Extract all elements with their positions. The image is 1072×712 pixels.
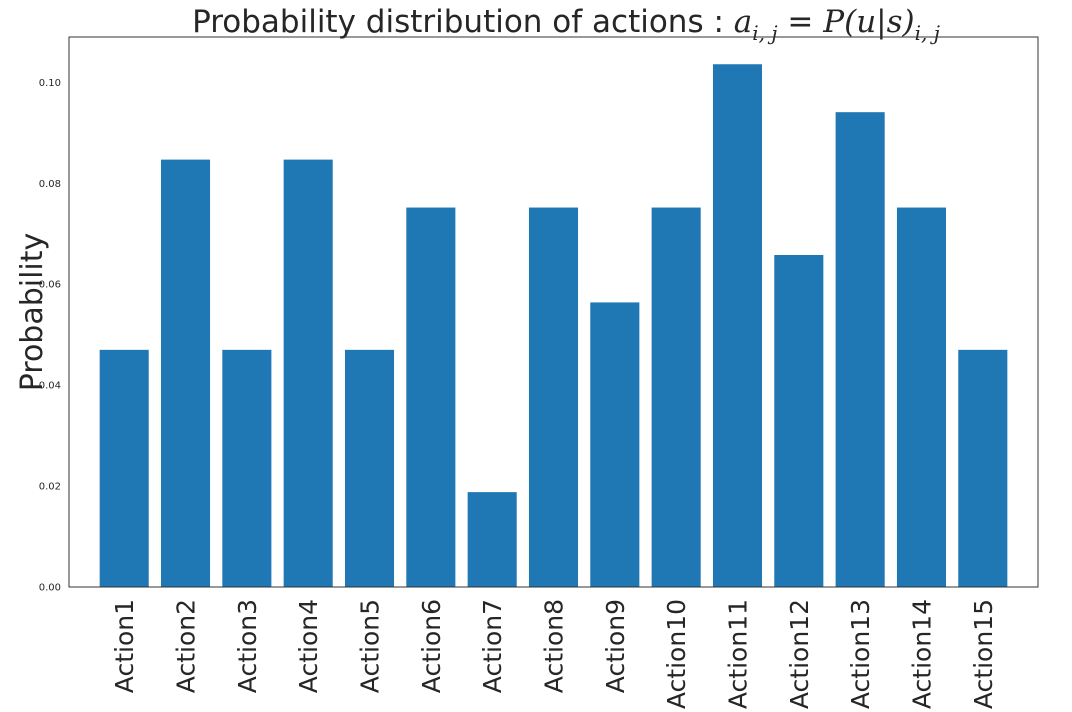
bar-action13 — [835, 112, 885, 588]
chart-title-math-p: P(u|s) — [822, 4, 914, 40]
x-tick-label: Action9 — [601, 599, 630, 693]
bar-action9 — [590, 302, 640, 587]
x-tick-label: Action10 — [662, 599, 691, 709]
y-tick-label: 0.10 — [39, 78, 61, 89]
x-tick-label: Action14 — [907, 599, 936, 709]
bar-action10 — [651, 207, 701, 587]
bar-action12 — [774, 254, 824, 588]
y-axis-ticks: 0.00 0.02 0.04 0.06 0.08 0.10 — [39, 78, 61, 594]
chart-title-text: Probability distribution of actions : — [192, 4, 734, 40]
x-tick-label: Action1 — [110, 599, 139, 693]
chart-title-math-sub2: i, j — [915, 21, 940, 45]
y-tick-label: 0.00 — [39, 583, 61, 594]
y-tick-label: 0.06 — [39, 280, 61, 291]
x-tick-label: Action12 — [785, 599, 814, 709]
y-axis-label: Probability — [15, 233, 50, 392]
x-tick-label: Action7 — [478, 599, 507, 693]
x-tick-label: Action6 — [417, 599, 446, 693]
plot-frame — [68, 36, 1039, 588]
bar-action3 — [222, 349, 272, 587]
y-tick-label: 0.04 — [39, 381, 61, 392]
y-tick-label: 0.08 — [39, 179, 61, 190]
x-tick-label: Action13 — [846, 599, 875, 709]
chart-title-math-a: a — [734, 4, 752, 40]
bar-action15 — [958, 349, 1008, 587]
x-axis-ticks: Action1 Action2 Action3 Action4 Action5 Actio… — [110, 599, 998, 709]
bar-action8 — [528, 207, 579, 587]
x-tick-label: Action2 — [172, 599, 201, 693]
y-tick-label: 0.02 — [39, 482, 61, 493]
bar-action7 — [467, 492, 517, 587]
x-tick-label: Action8 — [540, 599, 569, 693]
bar-action4 — [283, 159, 333, 587]
x-tick-label: Action15 — [969, 599, 998, 709]
x-tick-label: Action3 — [233, 599, 262, 693]
bar-action2 — [160, 159, 211, 587]
bar-action6 — [406, 207, 456, 587]
bar-action11 — [712, 64, 763, 588]
chart-title: Probability distribution of actions : ai… — [192, 4, 940, 45]
chart-title-math-eq: = — [778, 4, 824, 40]
bar-action14 — [896, 207, 947, 587]
x-tick-label: Action5 — [356, 599, 385, 693]
bar-action1 — [99, 349, 149, 587]
chart-title-math-sub1: i, j — [752, 21, 777, 45]
bar-action5 — [344, 349, 395, 587]
x-tick-label: Action11 — [723, 599, 752, 709]
bars-group — [99, 64, 1008, 588]
x-tick-label: Action4 — [294, 599, 323, 693]
